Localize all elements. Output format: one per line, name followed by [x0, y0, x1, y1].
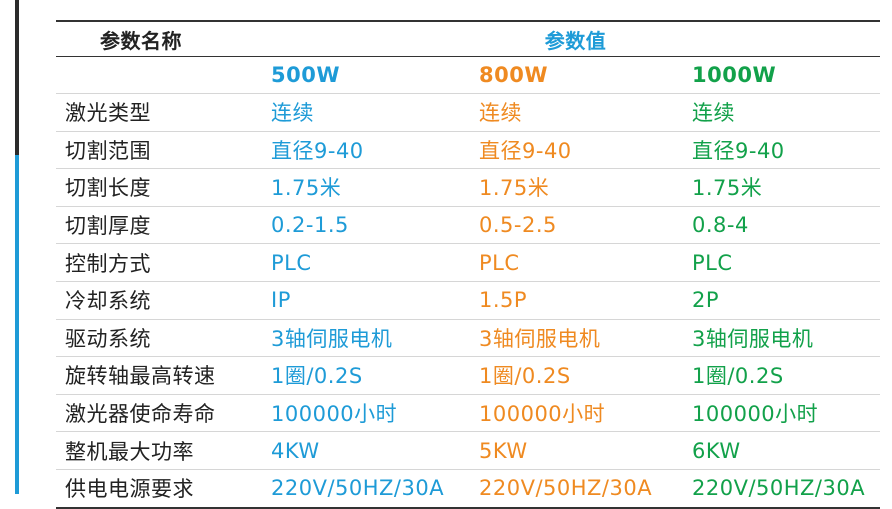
- row-value-1000w: 1.75米: [684, 168, 881, 207]
- model-500w-header: 500W: [263, 56, 471, 94]
- row-value-800w: 3轴伺服电机: [471, 319, 684, 358]
- row-value-1000w: 直径9-40: [684, 131, 881, 170]
- table-row: 冷却系统 IP 1.5P 2P: [56, 281, 881, 320]
- row-value-800w: 0.5-2.5: [471, 206, 684, 245]
- row-value-500w: PLC: [263, 243, 471, 282]
- table-header-row: 参数名称 参数值: [56, 21, 881, 57]
- model-1000w-header: 1000W: [684, 56, 881, 94]
- row-value-800w: PLC: [471, 243, 684, 282]
- parameter-name-header: 参数名称: [56, 21, 263, 57]
- table-row: 切割长度 1.75米 1.75米 1.75米: [56, 168, 881, 207]
- table-row: 切割厚度 0.2-1.5 0.5-2.5 0.8-4: [56, 206, 881, 245]
- row-value-1000w: 220V/50HZ/30A: [684, 469, 881, 509]
- row-value-1000w: PLC: [684, 243, 881, 282]
- row-value-1000w: 3轴伺服电机: [684, 319, 881, 358]
- row-value-500w: IP: [263, 281, 471, 320]
- parameter-table: 参数名称 参数值 500W 800W 1000W 激光类型 连续 连续 连续 切…: [56, 20, 881, 509]
- row-value-1000w: 100000小时: [684, 394, 881, 433]
- row-value-800w: 1圈/0.2S: [471, 356, 684, 395]
- row-value-800w: 220V/50HZ/30A: [471, 469, 684, 509]
- table-row: 驱动系统 3轴伺服电机 3轴伺服电机 3轴伺服电机: [56, 319, 881, 358]
- row-label: 驱动系统: [56, 319, 263, 358]
- row-value-800w: 1.75米: [471, 168, 684, 207]
- row-value-1000w: 连续: [684, 93, 881, 132]
- row-value-1000w: 2P: [684, 281, 881, 320]
- row-label: 切割长度: [56, 168, 263, 207]
- row-label: 供电电源要求: [56, 469, 263, 509]
- row-value-1000w: 6KW: [684, 431, 881, 470]
- row-value-500w: 220V/50HZ/30A: [263, 469, 471, 509]
- table-row: 切割范围 直径9-40 直径9-40 直径9-40: [56, 131, 881, 170]
- row-value-1000w: 1圈/0.2S: [684, 356, 881, 395]
- row-value-500w: 连续: [263, 93, 471, 132]
- table-row: 控制方式 PLC PLC PLC: [56, 243, 881, 282]
- row-value-800w: 直径9-40: [471, 131, 684, 170]
- model-header-row: 500W 800W 1000W: [56, 56, 881, 94]
- row-value-800w: 连续: [471, 93, 684, 132]
- side-accent-bar-dark: [15, 0, 19, 155]
- table-row: 激光器使命寿命 100000小时 100000小时 100000小时: [56, 394, 881, 433]
- row-label: 整机最大功率: [56, 431, 263, 470]
- row-label: 旋转轴最高转速: [56, 356, 263, 395]
- row-value-500w: 4KW: [263, 431, 471, 470]
- row-label: 切割厚度: [56, 206, 263, 245]
- row-label: 激光器使命寿命: [56, 394, 263, 433]
- model-header-blank: [56, 56, 263, 94]
- row-value-500w: 0.2-1.5: [263, 206, 471, 245]
- row-value-500w: 1圈/0.2S: [263, 356, 471, 395]
- table-row: 整机最大功率 4KW 5KW 6KW: [56, 431, 881, 470]
- row-value-500w: 1.75米: [263, 168, 471, 207]
- row-label: 冷却系统: [56, 281, 263, 320]
- row-value-1000w: 0.8-4: [684, 206, 881, 245]
- row-value-800w: 1.5P: [471, 281, 684, 320]
- row-value-500w: 100000小时: [263, 394, 471, 433]
- side-accent-bar-blue: [15, 155, 19, 494]
- row-value-500w: 直径9-40: [263, 131, 471, 170]
- row-label: 控制方式: [56, 243, 263, 282]
- table-row: 激光类型 连续 连续 连续: [56, 93, 881, 132]
- row-label: 切割范围: [56, 131, 263, 170]
- row-label: 激光类型: [56, 93, 263, 132]
- row-value-800w: 5KW: [471, 431, 684, 470]
- row-value-800w: 100000小时: [471, 394, 684, 433]
- row-value-500w: 3轴伺服电机: [263, 319, 471, 358]
- table-row: 旋转轴最高转速 1圈/0.2S 1圈/0.2S 1圈/0.2S: [56, 356, 881, 395]
- table-row: 供电电源要求 220V/50HZ/30A 220V/50HZ/30A 220V/…: [56, 469, 881, 509]
- parameter-value-header: 参数值: [263, 21, 881, 57]
- model-800w-header: 800W: [471, 56, 684, 94]
